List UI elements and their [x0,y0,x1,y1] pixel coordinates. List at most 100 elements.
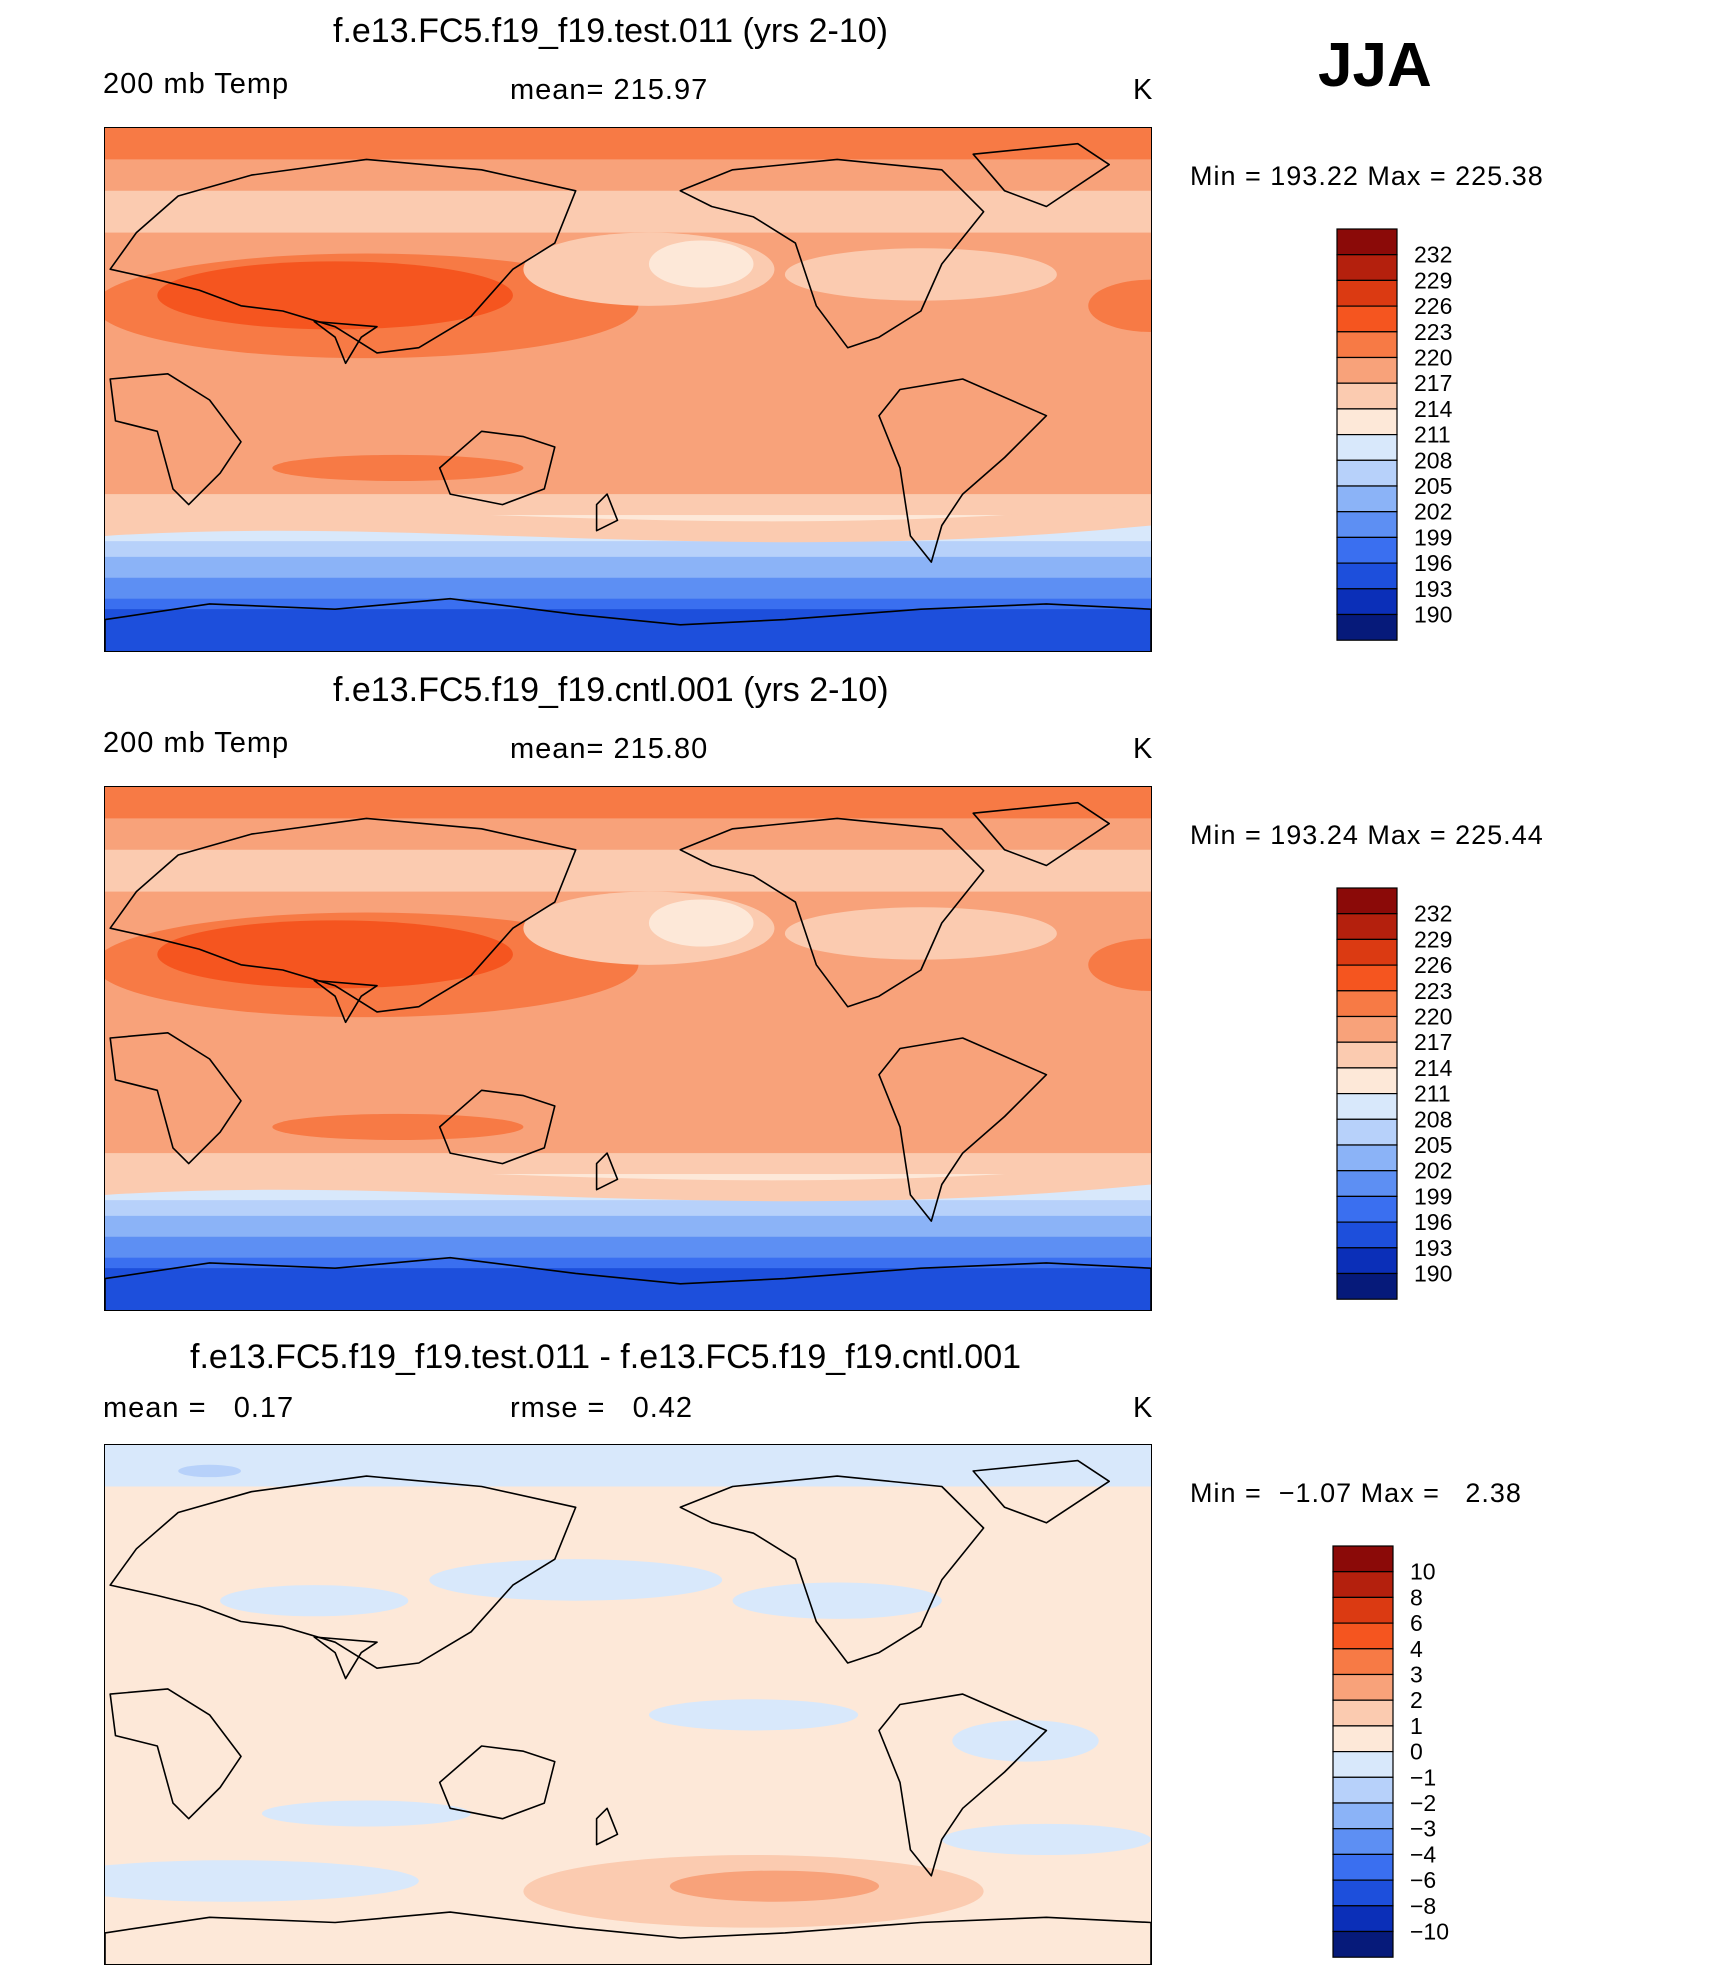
colorbar-tick-label: 217 [1414,1029,1452,1055]
min-max-label: Min = −1.07 Max = 2.38 [1190,1478,1522,1508]
colorbar-swatch [1332,1673,1394,1701]
colorbar-tick-label: 223 [1414,978,1452,1004]
colorbar-swatch [1336,228,1398,256]
colorbar-tick-label: 199 [1414,1183,1452,1209]
coastline-greenland [972,801,1110,867]
coastline-samerica [878,1693,1048,1877]
colorbar-swatch [1336,1041,1398,1069]
colorbar-tick-label: 208 [1414,447,1452,473]
colorbar-tick-label: −8 [1410,1893,1436,1919]
panel-variable-label: 200 mb Temp [103,727,290,759]
colorbar-tick-label: 0 [1410,1739,1423,1765]
colorbar-swatch [1332,1930,1394,1958]
panel-units-label: K [1133,733,1154,765]
coastline-nz [595,1152,619,1191]
coastline-eurasia [109,1475,577,1669]
colorbar-tick-label: 202 [1414,1158,1452,1184]
panel-variable-label: 200 mb Temp [103,68,290,100]
coastline-namerica [679,158,985,349]
colorbar-tick-label: 220 [1414,1004,1452,1030]
coastline-india [313,1636,378,1680]
colorbar-swatch [1336,485,1398,513]
colorbar: 10 8 6 4 3 2 1 0 −1 −2 −3 −4 −6 −8 −10 [1332,1545,1472,1960]
colorbar-tick-label: 232 [1414,901,1452,927]
coastline-namerica [679,1475,985,1664]
coastline-africa [109,1032,242,1165]
coastline-namerica [679,817,985,1008]
colorbar-tick-label: 223 [1414,319,1452,345]
colorbar-tick-label: 193 [1414,1235,1452,1261]
colorbar-swatch [1336,613,1398,641]
colorbar-swatch [1332,1699,1394,1727]
colorbar-swatch [1336,1195,1398,1223]
panel-units-label: K [1133,1392,1154,1424]
panel-mean-label: mean= 215.97 [510,74,709,106]
colorbar-swatch [1336,964,1398,992]
colorbar-tick-label: 226 [1414,293,1452,319]
colorbar-swatch [1336,1221,1398,1249]
colorbar-swatch [1336,1247,1398,1275]
coastline-samerica [878,378,1048,563]
coastline-africa [109,373,242,506]
panel-title: f.e13.FC5.f19_f19.cntl.001 (yrs 2-10) [333,671,889,709]
colorbar-tick-label: 232 [1414,242,1452,268]
colorbar-tick-label: 226 [1414,952,1452,978]
colorbar-swatch [1336,536,1398,564]
colorbar-tick-label: 196 [1414,550,1452,576]
colorbar-swatch [1336,562,1398,590]
coastline-greenland [972,1459,1110,1524]
map-plot [104,127,1152,652]
panel-title: f.e13.FC5.f19_f19.test.011 - f.e13.FC5.f… [190,1338,1022,1376]
colorbar-tick-label: 220 [1414,345,1452,371]
colorbar-swatch [1332,1802,1394,1830]
colorbar-swatch [1336,1015,1398,1043]
map-plot [104,1444,1152,1965]
colorbar-swatch [1336,938,1398,966]
colorbar-swatch [1336,331,1398,359]
colorbar-swatch [1332,1853,1394,1881]
colorbar-tick-label: 3 [1410,1662,1423,1688]
colorbar-tick-label: 199 [1414,524,1452,550]
colorbar-tick-label: 193 [1414,576,1452,602]
colorbar-swatch [1332,1622,1394,1650]
colorbar-swatch [1336,1144,1398,1172]
colorbar-swatch [1332,1545,1394,1573]
colorbar-swatch [1336,1118,1398,1146]
panel-units-label: K [1133,74,1154,106]
panel-mean-label: mean= 215.80 [510,733,709,765]
colorbar-swatch [1336,1093,1398,1120]
colorbar-tick-label: 208 [1414,1106,1452,1132]
coastline-antarctica [105,597,1151,651]
colorbar-swatch [1336,408,1398,436]
colorbar-tick-label: 8 [1410,1584,1423,1610]
colorbar-swatch [1336,887,1398,915]
colorbar-tick-label: 205 [1414,1132,1452,1158]
colorbar-tick-label: −1 [1410,1764,1436,1790]
colorbar-tick-label: 211 [1414,1081,1451,1107]
colorbar-swatch [1336,588,1398,616]
coastline-antarctica [105,1911,1151,1964]
colorbar-swatch [1336,279,1398,307]
colorbar-swatch [1336,356,1398,384]
season-label: JJA [1318,31,1432,100]
colorbar-tick-label: 229 [1414,267,1452,293]
colorbar-swatch [1336,511,1398,539]
coastline-antarctica [105,1256,1151,1310]
colorbar-tick-label: 202 [1414,499,1452,525]
coastline-nz [595,1807,619,1846]
colorbar-tick-label: 6 [1410,1610,1423,1636]
colorbar-swatch [1332,1725,1394,1753]
colorbar-tick-label: 4 [1410,1636,1423,1662]
panel-mean-label: mean = 0.17 [103,1392,295,1424]
colorbar-tick-label: 229 [1414,926,1452,952]
colorbar-swatch [1336,305,1398,333]
min-max-label: Min = 193.22 Max = 225.38 [1190,161,1544,191]
colorbar-tick-label: 214 [1414,1055,1453,1081]
panel-title: f.e13.FC5.f19_f19.test.011 (yrs 2-10) [333,12,888,50]
colorbar-tick-label: 10 [1410,1559,1436,1585]
colorbar-swatch [1332,1571,1394,1599]
colorbar-tick-label: 2 [1410,1687,1423,1713]
coastline-india [313,979,378,1024]
colorbar-swatch [1332,1648,1394,1676]
